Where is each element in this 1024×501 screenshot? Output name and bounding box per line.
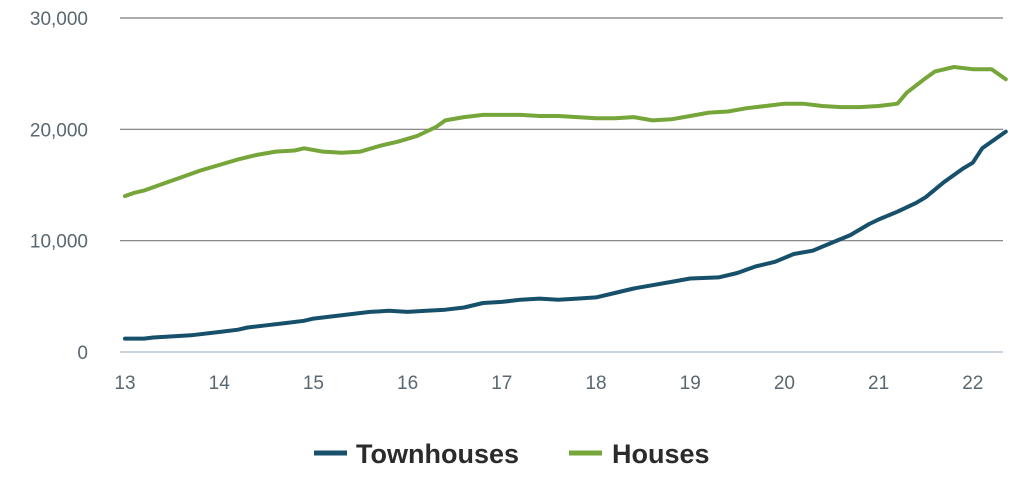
y-axis-ticks: 0 10,000 20,000 30,000 — [30, 9, 88, 364]
y-tick-label: 20,000 — [30, 120, 88, 141]
legend-label-townhouses: Townhouses — [356, 439, 519, 469]
x-tick-label: 18 — [585, 373, 606, 394]
x-tick-label: 14 — [209, 373, 231, 394]
y-tick-label: 10,000 — [30, 232, 88, 253]
x-tick-label: 19 — [680, 373, 701, 394]
series-line-townhouses — [123, 129, 1008, 341]
x-tick-label: 15 — [303, 373, 324, 394]
x-tick-label: 16 — [397, 373, 418, 394]
x-tick-label: 17 — [491, 373, 512, 394]
x-tick-label: 21 — [868, 373, 889, 394]
y-tick-label: 0 — [77, 343, 88, 364]
legend: Townhouses Houses — [314, 439, 710, 469]
series-lines — [123, 65, 1008, 341]
x-tick-label: 22 — [962, 373, 983, 394]
y-tick-label: 30,000 — [30, 9, 88, 30]
x-tick-label: 13 — [114, 373, 135, 394]
gridlines — [120, 17, 1003, 353]
series-line-houses — [123, 65, 1008, 199]
x-tick-label: 20 — [774, 373, 795, 394]
x-axis-ticks: 13 14 15 16 17 18 19 20 21 22 — [114, 373, 983, 394]
legend-label-houses: Houses — [612, 439, 710, 469]
